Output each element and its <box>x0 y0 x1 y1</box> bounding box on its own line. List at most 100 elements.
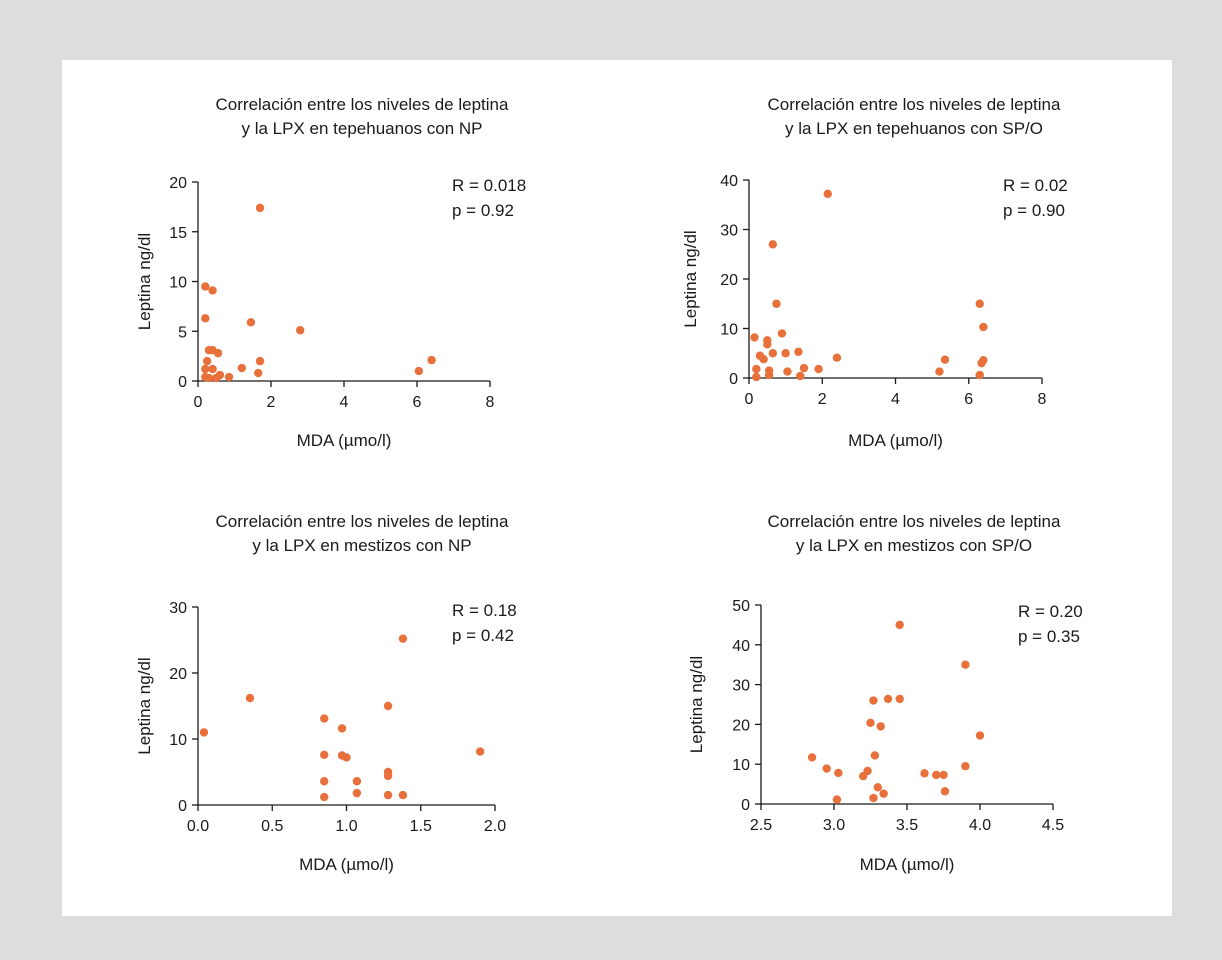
chart-3-x-tick-label: 2.0 <box>484 818 506 835</box>
chart-4-data-point <box>876 722 885 731</box>
chart-4-data-point <box>832 795 842 804</box>
chart-2-x-axis-label: MDA (µmo/l) <box>848 431 943 450</box>
chart-3-data-point <box>320 792 329 802</box>
chart-1-data-point <box>296 326 305 335</box>
chart-1-x-tick-label: 2 <box>267 394 276 411</box>
chart-4-data-point <box>932 770 941 780</box>
chart-2-data-point <box>759 354 768 364</box>
chart-4-y-axis-label: Leptina ng/dl <box>687 656 706 753</box>
chart-2-data-point <box>794 347 803 356</box>
chart-2-x-tick-label: 0 <box>745 391 754 408</box>
chart-4-y-tick-label: 10 <box>732 757 750 774</box>
chart-2-data-point <box>799 363 809 373</box>
chart-1-data-point <box>213 348 223 358</box>
chart-1-title-line-1: Correlación entre los niveles de leptina <box>216 95 509 114</box>
chart-4-x-axis-label: MDA (µmo/l) <box>860 855 955 874</box>
chart-2-x-tick-label: 2 <box>818 391 827 408</box>
chart-4-data-point <box>822 764 831 773</box>
chart-2-data-point <box>823 189 832 199</box>
chart-4-data-point <box>859 771 868 781</box>
chart-1-y-tick-label: 20 <box>169 175 187 192</box>
chart-3-data-point <box>342 753 351 762</box>
chart-2-data-point <box>783 367 792 376</box>
chart-4-data-point <box>883 694 893 704</box>
chart-3-y-axis-label: Leptina ng/dl <box>135 657 154 754</box>
chart-3-data-point <box>352 788 362 798</box>
chart-1-data-point <box>427 355 436 365</box>
chart-4-data-point <box>961 761 970 771</box>
chart-4-data-point <box>834 768 843 778</box>
chart-2-data-point <box>750 333 759 342</box>
chart-3-data-point <box>320 777 329 786</box>
chart-2-data-point <box>940 355 950 364</box>
chart-2-y-tick-label: 0 <box>729 371 738 388</box>
chart-2-data-point <box>777 329 787 338</box>
chart-2-title-line-2: y la LPX en tepehuanos con SP/O <box>785 119 1043 138</box>
chart-4-data-point <box>975 731 985 740</box>
chart-2-annotation-line-2: p = 0.90 <box>1003 201 1065 220</box>
chart-4-x-tick-label: 4.0 <box>969 817 991 834</box>
chart-4-title-line-2: y la LPX en mestizos con SP/O <box>796 536 1032 555</box>
chart-4-x-tick-label: 3.5 <box>896 817 918 834</box>
chart-3-x-axis-label: MDA (µmo/l) <box>299 855 394 874</box>
chart-2-y-tick-label: 20 <box>720 272 738 289</box>
chart-1-data-point <box>246 318 256 327</box>
chart-2-data-point <box>752 372 761 382</box>
chart-3-data-point <box>398 634 408 643</box>
figure-panel <box>62 60 1172 916</box>
chart-1-x-tick-label: 0 <box>194 394 203 411</box>
chart-4-x-tick-label: 3.0 <box>823 817 845 834</box>
chart-2-y-axis-label: Leptina ng/dl <box>681 230 700 327</box>
chart-4-y-tick-label: 0 <box>741 797 750 814</box>
chart-1-data-point <box>224 372 234 382</box>
chart-2-x-tick-label: 8 <box>1038 391 1047 408</box>
chart-3-data-point <box>383 790 393 800</box>
chart-3-y-tick-label: 10 <box>169 732 187 749</box>
chart-4-annotation-line-1: R = 0.20 <box>1018 602 1083 621</box>
chart-1-x-axis-label: MDA (µmo/l) <box>297 431 392 450</box>
chart-3-y-tick-label: 30 <box>169 600 187 617</box>
chart-1-y-tick-label: 5 <box>178 324 187 341</box>
chart-3-title-line-1: Correlación entre los niveles de leptina <box>216 512 509 531</box>
chart-2-data-point <box>975 299 984 308</box>
chart-3-data-point <box>245 693 255 703</box>
chart-1-data-point <box>201 282 210 291</box>
chart-3-data-point <box>352 777 362 786</box>
chart-3-x-tick-label: 0.0 <box>187 818 209 835</box>
chart-2-data-point <box>768 240 778 249</box>
chart-4-data-point <box>895 694 904 704</box>
chart-4-data-point <box>869 793 878 803</box>
chart-4-data-point <box>920 769 929 778</box>
chart-2-data-point <box>768 349 778 358</box>
chart-3-data-point <box>475 747 485 756</box>
chart-4-title-line-1: Correlación entre los niveles de leptina <box>768 512 1061 531</box>
chart-2-data-point <box>764 370 774 380</box>
chart-1-data-point <box>201 364 210 374</box>
chart-3-y-tick-label: 20 <box>169 666 187 683</box>
chart-1-data-point <box>255 203 265 213</box>
chart-3-data-point <box>199 728 209 737</box>
chart-2-data-point <box>781 349 790 358</box>
chart-4-y-tick-label: 50 <box>732 598 750 615</box>
chart-3-data-point <box>320 750 329 760</box>
chart-3-title-line-2: y la LPX en mestizos con NP <box>252 536 471 555</box>
chart-2-data-point <box>935 367 944 376</box>
chart-1-y-axis-label: Leptina ng/dl <box>135 233 154 330</box>
chart-4-y-tick-label: 30 <box>732 678 750 695</box>
chart-2-data-point <box>975 370 984 380</box>
chart-1-x-tick-label: 4 <box>340 394 349 411</box>
chart-3-annotation-line-1: R = 0.18 <box>452 601 517 620</box>
chart-3-x-tick-label: 1.5 <box>410 818 432 835</box>
chart-2-y-tick-label: 10 <box>720 322 738 339</box>
chart-2-title-line-1: Correlación entre los niveles de leptina <box>768 95 1061 114</box>
chart-1-x-tick-label: 8 <box>486 394 495 411</box>
chart-2-data-point <box>977 358 986 368</box>
chart-1-data-point <box>254 368 263 378</box>
chart-2-data-point <box>752 364 761 374</box>
chart-1-title-line-2: y la LPX en tepehuanos con NP <box>242 119 483 138</box>
chart-4-data-point <box>869 696 878 705</box>
chart-1-annotation-line-1: R = 0.018 <box>452 176 526 195</box>
chart-1-data-point <box>202 356 212 366</box>
chart-4-x-tick-label: 4.5 <box>1042 817 1064 834</box>
